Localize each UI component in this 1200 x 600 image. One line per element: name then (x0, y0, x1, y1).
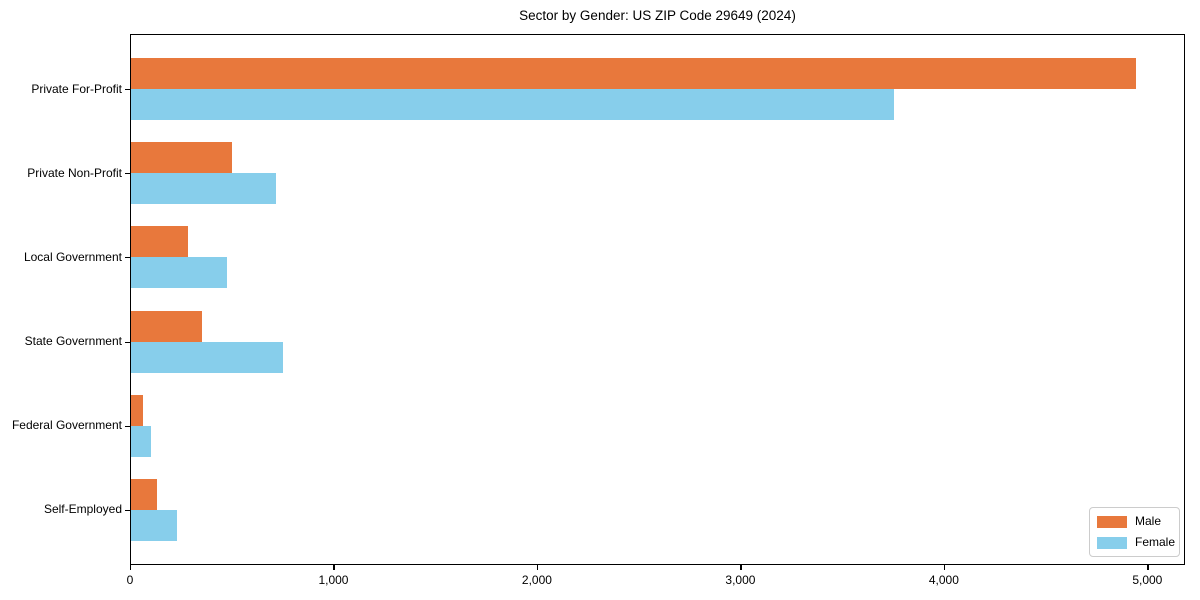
x-tick-mark-2000 (536, 565, 539, 570)
x-tick-mark-0 (130, 565, 132, 570)
y-tick-mark-local-government (125, 257, 130, 259)
bar-male-self-employed (131, 478, 158, 510)
y-tick-mark-state-government (125, 342, 130, 344)
bar-male-local-government (131, 226, 188, 258)
y-tick-mark-private-non-profit (125, 173, 130, 175)
x-axis-label-2000: 2,000 (521, 573, 552, 587)
x-axis-label-3000: 3,000 (725, 573, 756, 587)
plot-area (130, 34, 1185, 565)
bar-female-private-for-profit (131, 89, 895, 121)
x-tick-mark-4000 (943, 565, 946, 570)
bar-male-state-government (131, 310, 203, 342)
y-axis-label-self-employed: Self-Employed (43, 502, 122, 517)
legend: Male Female (1089, 507, 1180, 557)
legend-swatch-female (1097, 536, 1127, 549)
bar-female-private-non-profit (131, 173, 277, 205)
x-axis-label-0: 0 (126, 573, 134, 587)
bar-female-local-government (131, 257, 227, 289)
y-axis-label-private-non-profit: Private Non-Profit (27, 165, 122, 180)
y-axis-label-local-government: Local Government (23, 249, 122, 264)
chart-title: Sector by Gender: US ZIP Code 29649 (202… (519, 8, 796, 23)
bar-female-self-employed (131, 509, 177, 541)
y-tick-mark-private-for-profit (125, 89, 130, 91)
y-tick-mark-self-employed (125, 510, 130, 512)
legend-label-male: Male (1135, 514, 1162, 528)
bar-female-state-government (131, 341, 283, 373)
y-axis-label-federal-government: Federal Government (11, 418, 122, 433)
legend-entry-female: Female (1097, 534, 1175, 551)
legend-swatch-male (1097, 515, 1127, 528)
bar-female-federal-government (131, 425, 152, 457)
x-axis-label-1000: 1,000 (318, 573, 349, 587)
x-tick-mark-1000 (333, 565, 335, 570)
bar-male-private-for-profit (131, 58, 1137, 90)
bar-male-federal-government (131, 394, 144, 426)
y-tick-mark-federal-government (125, 426, 130, 428)
y-axis-label-state-government: State Government (24, 334, 122, 349)
x-tick-mark-3000 (740, 565, 742, 570)
legend-label-female: Female (1135, 535, 1176, 549)
x-axis-label-5000: 5,000 (1132, 573, 1163, 587)
y-axis-label-private-for-profit: Private For-Profit (31, 81, 122, 96)
x-axis-label-4000: 4,000 (928, 573, 959, 587)
x-tick-mark-5000 (1147, 565, 1149, 570)
legend-entry-male: Male (1097, 513, 1171, 530)
bar-male-private-non-profit (131, 142, 232, 174)
